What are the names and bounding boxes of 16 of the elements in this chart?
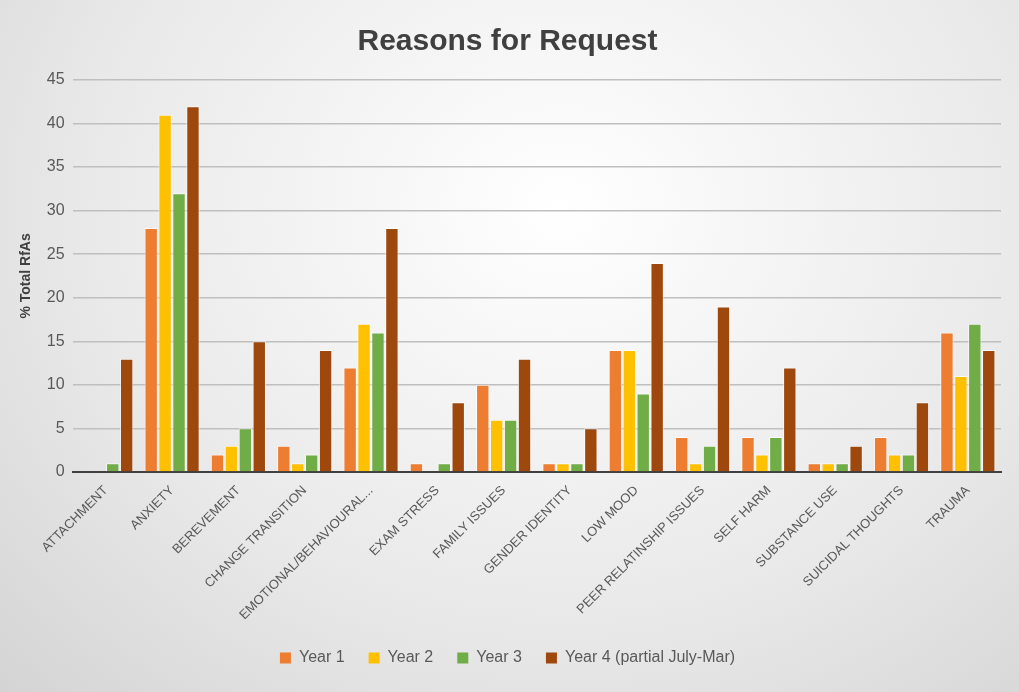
legend-label: Year 2	[387, 648, 434, 666]
legend-label: Year 1	[298, 648, 345, 666]
y-tick-label: 30	[46, 201, 65, 219]
y-tick-label: 45	[46, 70, 65, 88]
y-tick-label: 25	[46, 244, 65, 262]
y-tick-label: 5	[55, 418, 65, 436]
y-tick-label: 10	[46, 375, 65, 393]
y-tick-label: 40	[46, 113, 65, 131]
chart-title: Reasons for Request	[357, 23, 658, 57]
y-tick-label: 35	[46, 157, 65, 175]
legend-label: Year 3	[476, 648, 523, 666]
legend-label: Year 4 (partial July-Mar)	[564, 648, 736, 666]
y-axis-title: % Total RfAs	[17, 233, 34, 319]
y-tick-label: 20	[46, 288, 65, 306]
y-tick-label: 15	[46, 331, 65, 349]
y-tick-label: 0	[55, 462, 65, 480]
